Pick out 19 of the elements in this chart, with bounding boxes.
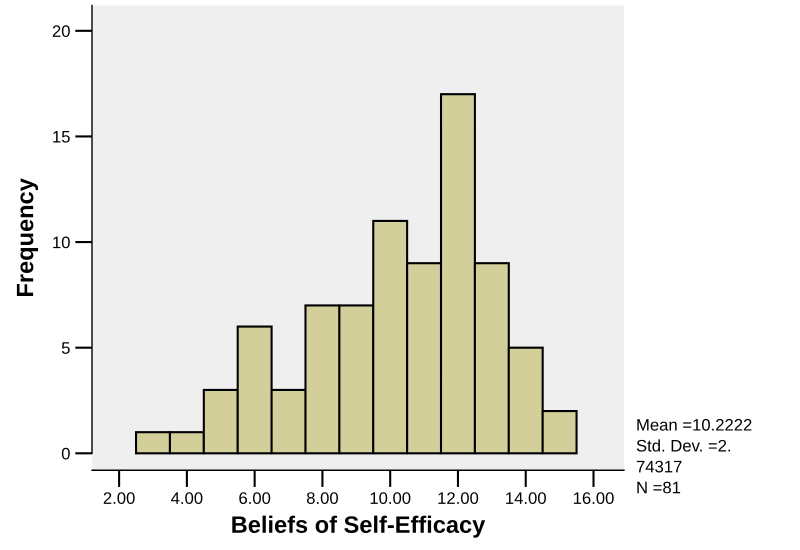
text: 74317	[636, 460, 682, 473]
y-tick-label: 0	[62, 448, 70, 460]
y-tick-label: 10	[53, 236, 70, 248]
x-tick-label: 12.00	[438, 492, 478, 504]
text: Std. Dev. =2.	[636, 439, 730, 452]
x-tick-label: 4.00	[171, 492, 202, 504]
text: Mean =10.2222	[637, 418, 752, 431]
x-tick-label: 14.00	[506, 492, 546, 504]
y-tick-label: 20	[52, 25, 70, 38]
x-axis-title: Beliefs of Self-Efficacy	[232, 516, 486, 538]
y-tick-label: 5	[62, 342, 70, 354]
x-tick-label: 6.00	[239, 492, 270, 504]
x-tick-label: 16.00	[574, 492, 614, 504]
x-tick-label: 8.00	[306, 492, 338, 504]
x-tick-label: 10.00	[370, 492, 410, 504]
text: N =81	[637, 482, 680, 494]
y-axis-title: Frequency	[16, 178, 38, 296]
x-tick-label: 2.00	[104, 492, 135, 504]
y-tick-label: 15	[53, 131, 70, 143]
